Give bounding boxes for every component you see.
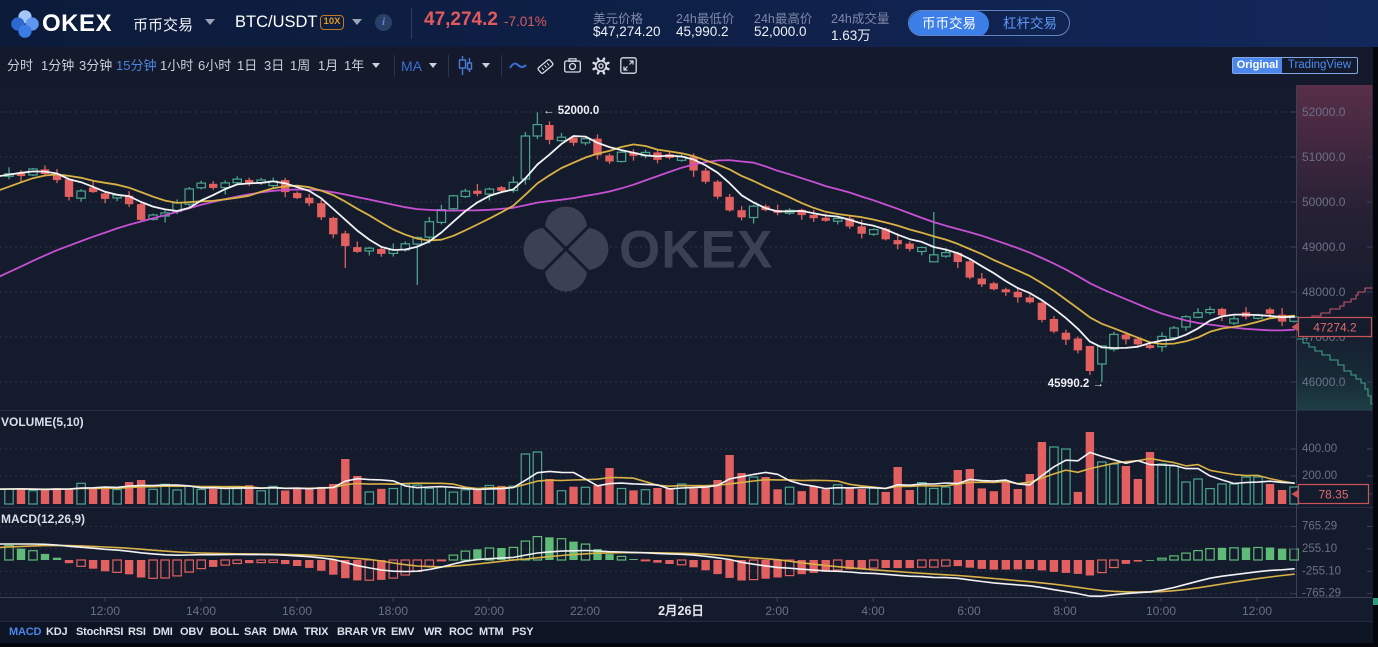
svg-text:47274.2: 47274.2: [1313, 321, 1357, 335]
svg-text:400.00: 400.00: [1302, 443, 1337, 455]
svg-text:78.35: 78.35: [1318, 488, 1348, 502]
svg-text:18:00: 18:00: [378, 604, 408, 618]
svg-text:-255.10: -255.10: [1302, 565, 1341, 577]
svg-text:OKEX: OKEX: [619, 221, 773, 280]
svg-text:45990.2 →: 45990.2 →: [1048, 378, 1104, 390]
svg-text:VOLUME(5,10): VOLUME(5,10): [1, 415, 84, 429]
svg-text:12:00: 12:00: [1242, 604, 1272, 618]
svg-text:22:00: 22:00: [570, 604, 600, 618]
svg-text:46000.0: 46000.0: [1302, 375, 1346, 389]
svg-text:6:00: 6:00: [957, 604, 981, 618]
svg-text:-765.29: -765.29: [1302, 588, 1341, 600]
svg-text:2:00: 2:00: [765, 604, 789, 618]
svg-text:4:00: 4:00: [861, 604, 885, 618]
svg-text:51000.0: 51000.0: [1302, 150, 1346, 164]
svg-text:8:00: 8:00: [1053, 604, 1077, 618]
svg-text:MACD(12,26,9): MACD(12,26,9): [1, 512, 85, 526]
svg-text:49000.0: 49000.0: [1302, 240, 1346, 254]
svg-text:12:00: 12:00: [90, 604, 120, 618]
svg-text:20:00: 20:00: [474, 604, 504, 618]
svg-text:765.29: 765.29: [1302, 521, 1337, 533]
svg-text:14:00: 14:00: [186, 604, 216, 618]
svg-text:48000.0: 48000.0: [1302, 285, 1346, 299]
svg-text:2月26日: 2月26日: [658, 604, 704, 618]
svg-text:← 52000.0: ← 52000.0: [543, 105, 599, 117]
svg-text:255.10: 255.10: [1302, 543, 1337, 555]
svg-text:50000.0: 50000.0: [1302, 195, 1346, 209]
svg-text:16:00: 16:00: [282, 604, 312, 618]
svg-text:10:00: 10:00: [1146, 604, 1176, 618]
svg-text:52000.0: 52000.0: [1302, 105, 1346, 119]
svg-text:200.00: 200.00: [1302, 470, 1337, 482]
